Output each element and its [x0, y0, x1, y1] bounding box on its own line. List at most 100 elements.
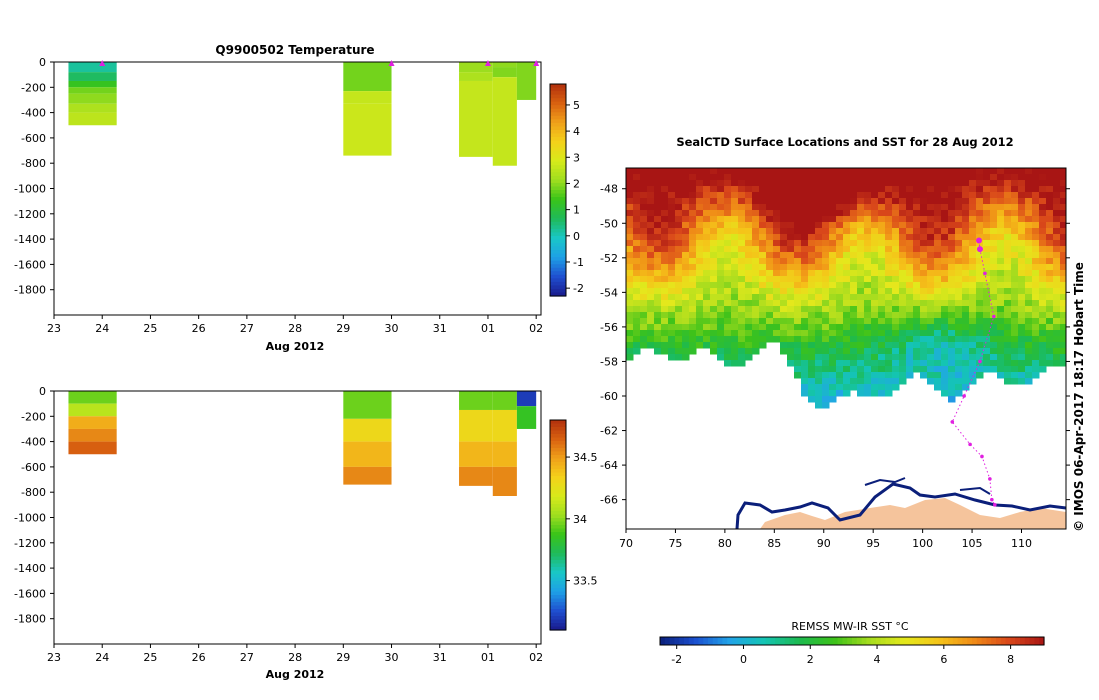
sst-cell: [1004, 168, 1012, 175]
sst-cell: [710, 180, 718, 187]
sst-cell: [717, 240, 725, 247]
sst-cell: [892, 276, 900, 283]
sst-cell: [955, 168, 963, 175]
profile-0-layer-3: [68, 428, 117, 442]
sst-cell: [661, 198, 669, 205]
sst-cell: [1060, 258, 1066, 265]
sst-cell: [941, 252, 949, 259]
sst-cell: [829, 342, 837, 349]
sst-cell: [787, 312, 795, 319]
sst-colorbar-segment: [933, 637, 939, 645]
colorbar-segment: [550, 158, 566, 163]
sst-cell: [724, 270, 732, 277]
sst-cell: [1046, 228, 1054, 235]
sst-colorbar-tick-label: 4: [874, 653, 881, 666]
sst-cell: [661, 204, 669, 211]
sst-cell: [773, 210, 781, 217]
sst-cell: [899, 342, 907, 349]
sst-colorbar-segment: [732, 637, 738, 645]
sst-cell: [689, 336, 697, 343]
sst-cell: [661, 228, 669, 235]
sst-cell: [892, 300, 900, 307]
sst-cell: [927, 258, 935, 265]
sst-cell: [836, 330, 844, 337]
sst-cell: [962, 210, 970, 217]
sst-cell: [745, 300, 753, 307]
x-tick-label: 25: [143, 651, 157, 664]
sst-cell: [738, 312, 746, 319]
colorbar-segment: [550, 250, 566, 255]
lon-tick-label: 105: [962, 537, 983, 550]
sst-cell: [766, 288, 774, 295]
sst-cell: [829, 396, 837, 403]
sst-cell: [871, 270, 879, 277]
sst-cell: [1004, 192, 1012, 199]
x-tick-label: 23: [47, 322, 61, 335]
x-tick-label: 31: [433, 651, 447, 664]
sst-cell: [906, 204, 914, 211]
sst-cell: [836, 300, 844, 307]
sst-cell: [836, 276, 844, 283]
sst-cell: [927, 336, 935, 343]
sst-cell: [759, 174, 767, 181]
sst-cell: [780, 204, 788, 211]
sst-cell: [661, 276, 669, 283]
sst-cell: [626, 228, 634, 235]
sst-cell: [794, 312, 802, 319]
sst-cell: [990, 342, 998, 349]
sst-cell: [815, 372, 823, 379]
sst-cell: [1018, 282, 1026, 289]
sst-colorbar-segment: [688, 637, 695, 645]
sst-cell: [794, 282, 802, 289]
sst-cell: [892, 348, 900, 355]
sst-cell: [829, 324, 837, 331]
colorbar-segment: [550, 609, 566, 614]
sst-cell: [1011, 330, 1019, 337]
sst-cell: [1018, 192, 1026, 199]
colorbar-segment: [550, 584, 566, 589]
sst-cell: [1004, 240, 1012, 247]
sst-cell: [913, 336, 921, 343]
sst-colorbar-segment: [780, 637, 786, 645]
sst-cell: [1004, 330, 1012, 337]
sst-cell: [969, 252, 977, 259]
colorbar-segment: [550, 455, 566, 460]
sst-cell: [808, 204, 816, 211]
sst-cell: [626, 312, 634, 319]
sst-cell: [899, 192, 907, 199]
sst-cell: [850, 342, 858, 349]
sst-cell: [976, 228, 984, 235]
sst-cell: [815, 180, 823, 187]
sst-cell: [710, 330, 718, 337]
sst-cell: [1053, 354, 1061, 361]
sst-cell: [801, 180, 809, 187]
sst-colorbar-segment: [880, 637, 887, 645]
sst-cell: [1018, 360, 1026, 367]
sst-cell: [1025, 186, 1033, 193]
sst-cell: [885, 216, 893, 223]
sst-cell: [920, 246, 928, 253]
sst-cell: [640, 216, 648, 223]
sst-cell: [815, 396, 823, 403]
x-tick-label: 02: [529, 322, 543, 335]
colorbar-tick-label: 5: [573, 99, 580, 112]
sst-cell: [787, 228, 795, 235]
sst-cell: [822, 240, 830, 247]
profile-3-layer-2: [492, 77, 517, 166]
sst-cell: [969, 282, 977, 289]
sst-cell: [668, 264, 676, 271]
sst-cell: [787, 210, 795, 217]
sst-cell: [689, 186, 697, 193]
lat-tick-label: -64: [600, 459, 618, 472]
sst-cell: [682, 306, 690, 313]
colorbar-segment: [550, 129, 566, 135]
colorbar-segment: [550, 278, 566, 283]
sst-cell: [1032, 294, 1040, 301]
sst-cell: [1046, 282, 1054, 289]
sst-cell: [724, 288, 732, 295]
sst-colorbar-segment: [818, 637, 824, 645]
sst-cell: [1032, 216, 1040, 223]
sst-colorbar-segment: [808, 637, 815, 645]
sst-cell: [640, 168, 648, 175]
sst-cell: [1011, 258, 1019, 265]
